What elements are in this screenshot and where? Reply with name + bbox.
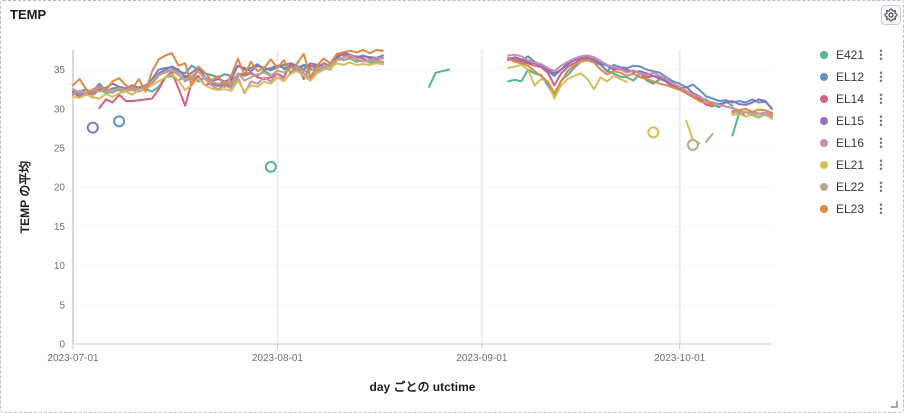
y-axis-title: TEMP の平均	[17, 161, 32, 233]
legend-label: EL23	[836, 202, 865, 216]
legend-label: EL21	[836, 158, 865, 172]
gear-icon[interactable]	[881, 5, 901, 25]
legend-label: EL22	[836, 180, 865, 194]
y-tick-label: 35	[54, 65, 66, 76]
y-tick-label: 20	[54, 183, 66, 194]
legend-label: EL16	[836, 136, 865, 150]
legend-label: E421	[836, 48, 865, 62]
legend-menu-icon[interactable]: • • •	[879, 134, 883, 152]
series-line	[705, 132, 714, 143]
chart-legend: E421 • • • EL12 • • • EL14 • • • EL15 • • • EL16 • • • EL21 •…	[818, 45, 898, 221]
legend-item-el12[interactable]: EL12 • • •	[818, 67, 898, 89]
y-tick-label: 0	[59, 340, 65, 351]
y-tick-label: 5	[59, 300, 65, 311]
series-line	[731, 109, 773, 118]
legend-menu-icon[interactable]: • • •	[879, 68, 883, 86]
legend-menu-icon[interactable]: • • •	[879, 90, 883, 108]
legend-color-dot	[820, 205, 828, 213]
legend-item-el14[interactable]: EL14 • • •	[818, 89, 898, 111]
legend-item-el16[interactable]: EL16 • • •	[818, 133, 898, 155]
series-line	[72, 57, 384, 95]
legend-color-dot	[820, 139, 828, 147]
y-tick-label: 10	[54, 261, 66, 272]
series-line	[428, 68, 450, 88]
isolated-point-marker	[264, 160, 277, 173]
series-line	[731, 107, 773, 114]
y-tick-label: 25	[54, 144, 66, 155]
legend-item-e421[interactable]: E421 • • •	[818, 45, 898, 67]
legend-color-dot	[820, 73, 828, 81]
x-tick-label: 2023-09-01	[456, 353, 508, 364]
panel-title: TEMP	[10, 7, 47, 22]
legend-item-el15[interactable]: EL15 • • •	[818, 111, 898, 133]
legend-menu-icon[interactable]: • • •	[879, 46, 883, 64]
series-el22	[72, 57, 773, 151]
series-line	[507, 53, 773, 116]
x-tick-label: 2023-08-01	[252, 353, 304, 364]
isolated-point-marker	[647, 126, 660, 139]
isolated-point-marker	[113, 115, 126, 128]
gear-glyph	[884, 8, 898, 22]
legend-menu-icon[interactable]: • • •	[879, 200, 883, 218]
legend-menu-icon[interactable]: • • •	[879, 178, 883, 196]
y-tick-label: 30	[54, 104, 66, 115]
resize-handle-icon[interactable]	[890, 400, 898, 408]
legend-color-dot	[820, 161, 828, 169]
legend-label: EL15	[836, 114, 865, 128]
series-line	[98, 53, 384, 109]
series-line	[72, 49, 384, 95]
x-tick-label: 2023-10-01	[654, 353, 706, 364]
legend-item-el23[interactable]: EL23 • • •	[818, 199, 898, 221]
legend-label: EL14	[836, 92, 865, 106]
series-line	[507, 63, 628, 100]
legend-menu-icon[interactable]: • • •	[879, 156, 883, 174]
legend-item-el22[interactable]: EL22 • • •	[818, 177, 898, 199]
isolated-point-marker	[686, 138, 699, 151]
isolated-point-marker	[86, 121, 99, 134]
series-line	[507, 56, 773, 110]
legend-color-dot	[820, 51, 828, 59]
x-tick-label: 2023-07-01	[47, 353, 99, 364]
series-line	[507, 57, 714, 106]
series-line	[507, 55, 773, 110]
legend-color-dot	[820, 117, 828, 125]
y-tick-label: 15	[54, 222, 66, 233]
legend-color-dot	[820, 183, 828, 191]
legend-label: EL12	[836, 70, 865, 84]
series-el23	[72, 49, 773, 114]
x-axis-title: day ごとの utctime	[370, 379, 476, 394]
legend-color-dot	[820, 95, 828, 103]
series-line	[72, 61, 384, 100]
legend-item-el21[interactable]: EL21 • • •	[818, 155, 898, 177]
legend-menu-icon[interactable]: • • •	[879, 112, 883, 130]
